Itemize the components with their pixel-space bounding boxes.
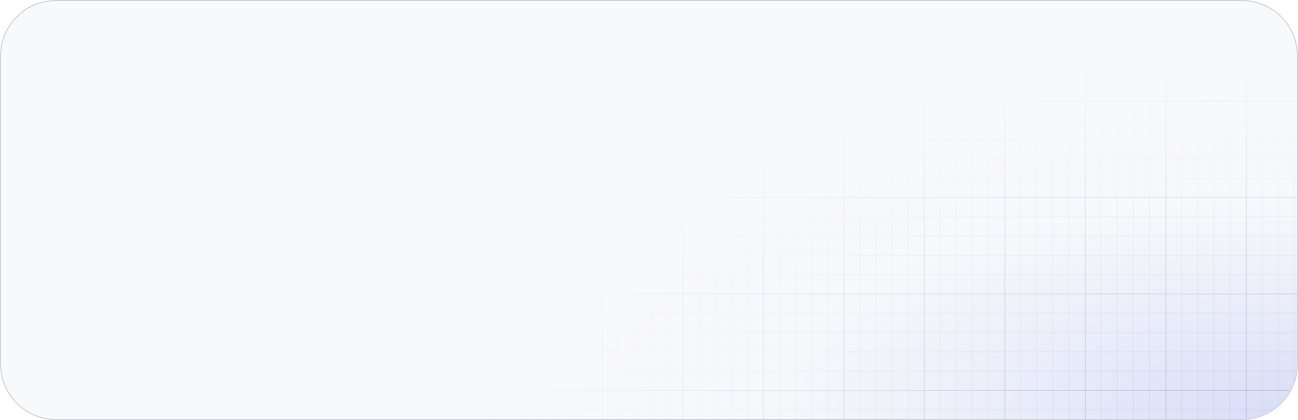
grid-pattern-decoration	[1, 1, 1297, 419]
empty-card-panel	[0, 0, 1298, 420]
corner-glow-decoration	[1, 1, 1297, 419]
